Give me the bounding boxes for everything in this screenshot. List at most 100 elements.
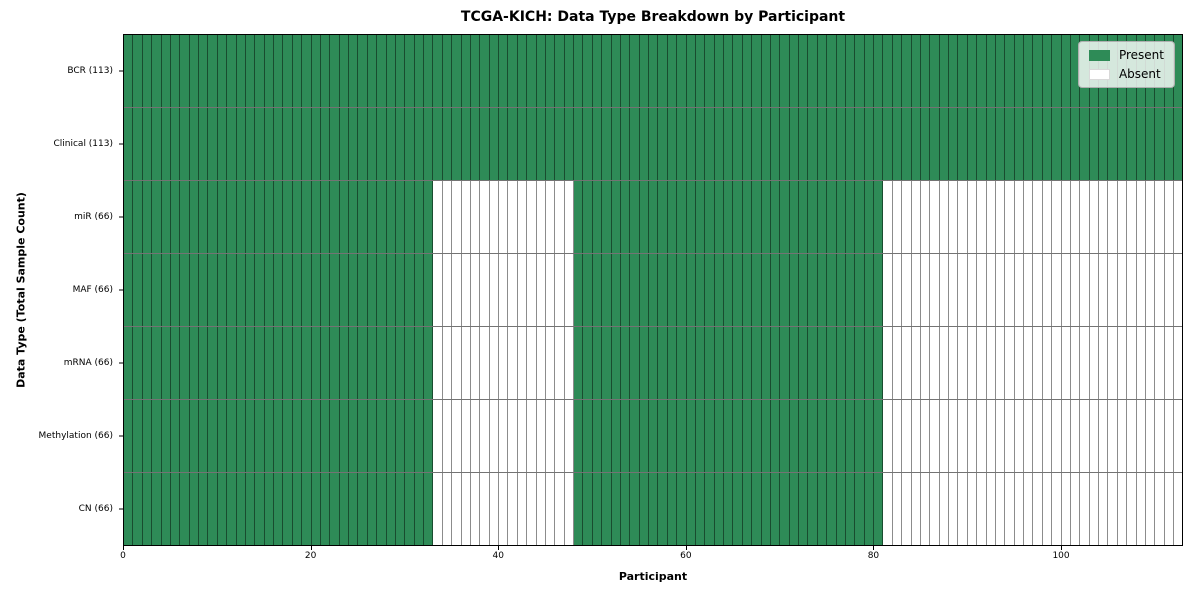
heatmap-cell bbox=[667, 473, 678, 545]
heatmap-cell bbox=[367, 327, 378, 399]
heatmap-cell bbox=[620, 327, 631, 399]
heatmap-cell bbox=[1042, 327, 1053, 399]
heatmap-cell bbox=[245, 181, 256, 253]
heatmap-cell bbox=[1024, 473, 1034, 545]
heatmap-cell bbox=[1136, 254, 1146, 326]
heatmap-cell bbox=[724, 473, 734, 545]
heatmap-cell bbox=[1033, 254, 1043, 326]
heatmap-cell bbox=[339, 473, 349, 545]
heatmap-cell bbox=[142, 327, 153, 399]
heatmap-cell bbox=[602, 400, 612, 472]
heatmap-cell bbox=[349, 35, 359, 107]
heatmap-cell bbox=[780, 254, 790, 326]
heatmap-cell bbox=[724, 327, 734, 399]
heatmap-cell bbox=[1174, 254, 1183, 326]
heatmap-cell bbox=[424, 327, 434, 399]
heatmap-cell bbox=[180, 181, 190, 253]
heatmap-cell bbox=[1033, 327, 1043, 399]
heatmap-cell bbox=[902, 327, 912, 399]
heatmap-cell bbox=[883, 327, 893, 399]
heatmap-cell bbox=[180, 108, 190, 180]
heatmap-cell bbox=[1099, 327, 1109, 399]
heatmap-cell bbox=[302, 400, 312, 472]
heatmap-cell bbox=[433, 254, 443, 326]
heatmap-cell bbox=[292, 400, 303, 472]
heatmap-cell bbox=[527, 108, 537, 180]
heatmap-cell bbox=[461, 473, 471, 545]
heatmap-cell bbox=[1145, 254, 1156, 326]
heatmap-cell bbox=[1005, 473, 1015, 545]
heatmap-cell bbox=[1080, 254, 1090, 326]
heatmap-cell bbox=[433, 400, 443, 472]
heatmap-cell bbox=[189, 327, 199, 399]
heatmap-cell bbox=[892, 473, 903, 545]
heatmap-cell bbox=[1014, 181, 1024, 253]
heatmap-cell bbox=[1005, 400, 1015, 472]
heatmap-cell bbox=[470, 327, 481, 399]
heatmap-cell bbox=[892, 254, 903, 326]
heatmap-cell bbox=[827, 327, 837, 399]
heatmap-cell bbox=[845, 400, 856, 472]
heatmap-cell bbox=[667, 400, 678, 472]
heatmap-cell bbox=[808, 254, 818, 326]
heatmap-cell bbox=[714, 108, 724, 180]
heatmap-cell bbox=[583, 35, 593, 107]
heatmap-cell bbox=[639, 254, 649, 326]
heatmap-cell bbox=[874, 35, 884, 107]
heatmap-cell bbox=[255, 181, 265, 253]
y-tick-mark bbox=[119, 435, 123, 437]
heatmap-cell bbox=[452, 35, 462, 107]
heatmap-cell bbox=[339, 327, 349, 399]
heatmap-cell bbox=[1127, 400, 1137, 472]
heatmap-cell bbox=[677, 254, 687, 326]
heatmap-cell bbox=[508, 254, 518, 326]
heatmap-cell bbox=[602, 473, 612, 545]
heatmap-cell bbox=[1145, 473, 1156, 545]
heatmap-cell bbox=[1089, 327, 1099, 399]
heatmap-cell bbox=[1080, 327, 1090, 399]
heatmap-cell bbox=[836, 35, 846, 107]
heatmap-cell bbox=[920, 327, 931, 399]
heatmap-cell bbox=[1061, 400, 1071, 472]
heatmap-cell bbox=[480, 327, 490, 399]
heatmap-cell bbox=[770, 327, 781, 399]
heatmap-cell bbox=[705, 35, 715, 107]
heatmap-cell bbox=[611, 181, 621, 253]
heatmap-cell bbox=[864, 473, 874, 545]
heatmap-cell bbox=[386, 327, 396, 399]
heatmap-cell bbox=[461, 35, 471, 107]
heatmap-cell bbox=[517, 473, 528, 545]
heatmap-cell bbox=[977, 400, 987, 472]
heatmap-cell bbox=[395, 181, 406, 253]
heatmap-cell bbox=[1042, 400, 1053, 472]
heatmap-cell bbox=[789, 108, 799, 180]
heatmap-cell bbox=[255, 473, 265, 545]
heatmap-cell bbox=[649, 327, 659, 399]
heatmap-cell bbox=[124, 400, 134, 472]
heatmap-cell bbox=[667, 108, 678, 180]
heatmap-cell bbox=[227, 473, 237, 545]
heatmap-cell bbox=[611, 35, 621, 107]
heatmap-cell bbox=[733, 35, 743, 107]
heatmap-cell bbox=[630, 473, 640, 545]
heatmap-cell bbox=[574, 327, 584, 399]
heatmap-cell bbox=[424, 254, 434, 326]
heatmap-cell bbox=[808, 327, 818, 399]
heatmap-cell bbox=[799, 35, 809, 107]
heatmap-cell bbox=[1033, 473, 1043, 545]
heatmap-cell bbox=[377, 181, 387, 253]
heatmap-cell bbox=[920, 254, 931, 326]
heatmap-cell bbox=[930, 254, 940, 326]
heatmap-cell bbox=[517, 327, 528, 399]
heatmap-cell bbox=[508, 327, 518, 399]
heatmap-row bbox=[124, 254, 1183, 327]
heatmap-cell bbox=[517, 108, 528, 180]
heatmap-cell bbox=[799, 254, 809, 326]
heatmap-cell bbox=[986, 473, 996, 545]
heatmap-cell bbox=[1042, 35, 1053, 107]
heatmap-cell bbox=[320, 254, 331, 326]
heatmap-cell bbox=[667, 327, 678, 399]
heatmap-cell bbox=[874, 473, 884, 545]
x-tick-mark bbox=[498, 546, 500, 550]
heatmap-cell bbox=[883, 181, 893, 253]
